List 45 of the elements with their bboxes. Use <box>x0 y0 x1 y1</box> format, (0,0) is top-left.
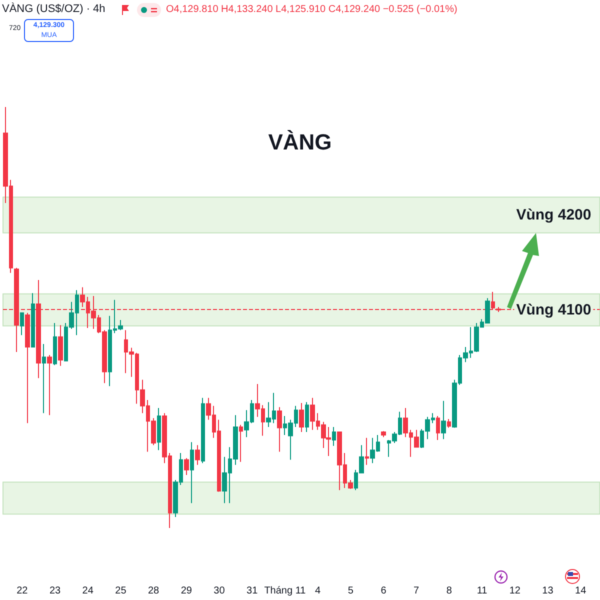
candlestick <box>20 312 24 336</box>
candlestick <box>365 437 369 466</box>
candlestick <box>184 458 189 476</box>
candlestick <box>447 418 451 428</box>
candlestick <box>441 400 446 440</box>
candlestick <box>195 444 200 466</box>
candlestick <box>157 408 161 451</box>
x-tick-label: 29 <box>180 586 192 596</box>
candlestick <box>53 322 57 366</box>
candlestick <box>381 430 386 438</box>
candlestick <box>42 344 46 414</box>
candlestick <box>436 416 440 441</box>
candlestick <box>47 354 52 416</box>
band-label: Vùng 4200 <box>516 206 592 224</box>
band-label: Vùng 4100 <box>516 301 592 318</box>
chart-subtitle: VÀNG (US$/OZ) · 4h <box>2 3 106 15</box>
candlestick <box>201 397 205 464</box>
x-tick-label: 22 <box>16 586 28 596</box>
candlestick <box>277 406 282 452</box>
x-tick-label: 8 <box>446 586 452 596</box>
candlestick <box>58 324 63 366</box>
candlestick <box>239 424 243 462</box>
x-tick-label: 13 <box>542 586 554 596</box>
text: VÀNG <box>268 130 332 154</box>
candlestick <box>31 292 35 348</box>
candlestick <box>25 312 30 424</box>
x-tick-label: 31 <box>246 586 258 596</box>
x-tick-label: 6 <box>380 586 387 596</box>
x-tick-label: 12 <box>509 586 521 596</box>
x-tick-label: 30 <box>214 586 226 596</box>
x-tick-label: 25 <box>115 586 127 596</box>
candlestick <box>332 426 336 446</box>
text: O4,129.810 H4,133.240 L4,125.910 C4,129.240 −0.525 (−0.01%) <box>166 4 458 15</box>
x-tick-label: 11 <box>476 586 488 596</box>
x-tick-label: 4 <box>315 586 322 596</box>
candlestick <box>305 402 309 433</box>
x-tick-label: 23 <box>49 586 62 596</box>
candlestick <box>299 402 304 433</box>
x-tick-label: Tháng 11 <box>264 586 306 596</box>
x-tick-label: 24 <box>82 586 94 596</box>
x-tick-label: 5 <box>348 586 354 596</box>
x-tick-label: 28 <box>148 586 160 596</box>
x-tick-label: 14 <box>575 586 587 596</box>
x-tick-label: 7 <box>414 586 420 596</box>
candlestick <box>190 442 194 504</box>
